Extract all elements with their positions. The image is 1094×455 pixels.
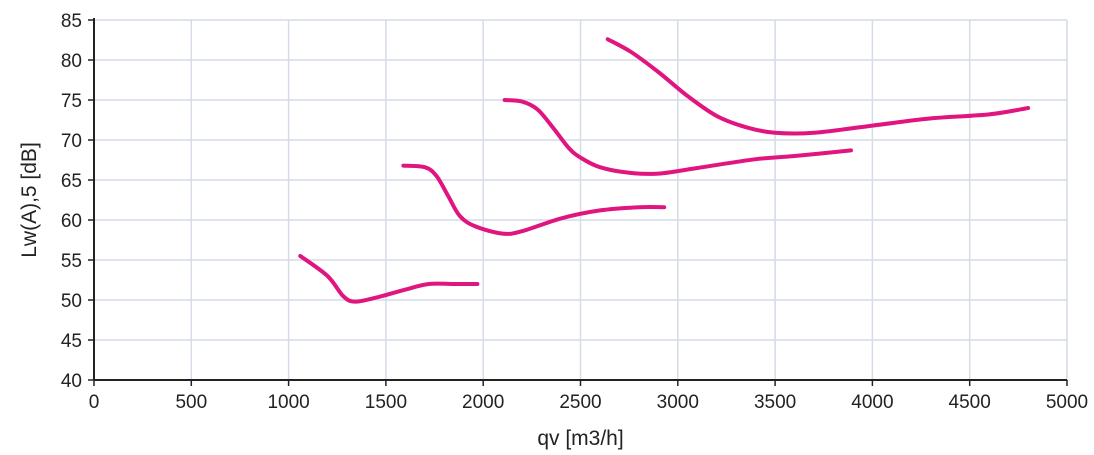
x-tick-label: 3000 [657,392,699,413]
y-tick-label: 85 [61,11,82,32]
y-tick-label: 80 [61,51,82,72]
y-tick-label: 55 [61,251,82,272]
x-tick-label: 4000 [851,392,893,413]
y-tick-label: 50 [61,291,82,312]
y-axis-title: Lw(A),5 [dB] [18,142,41,258]
series-lines [298,37,1031,304]
x-tick-label: 500 [175,392,207,413]
x-tick-label: 1000 [267,392,309,413]
x-tick-label: 4500 [949,392,991,413]
axes [88,18,1068,386]
tick-labels: 0 500 1000 1500 2000 2500 3000 3500 4000 4500 5000… [61,11,1088,413]
series-line-2 [401,163,667,236]
x-tick-label: 3500 [754,392,796,413]
grid-lines [94,19,1068,380]
x-tick-label: 5000 [1046,392,1088,413]
y-tick-label: 70 [61,131,82,152]
y-tick-label: 40 [61,371,82,392]
series-line-1 [298,254,480,304]
y-tick-label: 75 [61,91,82,112]
x-tick-label: 2000 [462,392,504,413]
x-axis-title: qv [m3/h] [537,427,623,450]
y-tick-label: 45 [61,331,82,352]
x-tick-label: 0 [89,392,100,413]
series-line-3 [502,98,853,176]
x-tick-label: 1500 [365,392,407,413]
x-tick-label: 2500 [559,392,601,413]
series-line-4 [605,37,1031,136]
y-tick-label: 65 [61,171,82,192]
y-tick-label: 60 [61,211,82,232]
